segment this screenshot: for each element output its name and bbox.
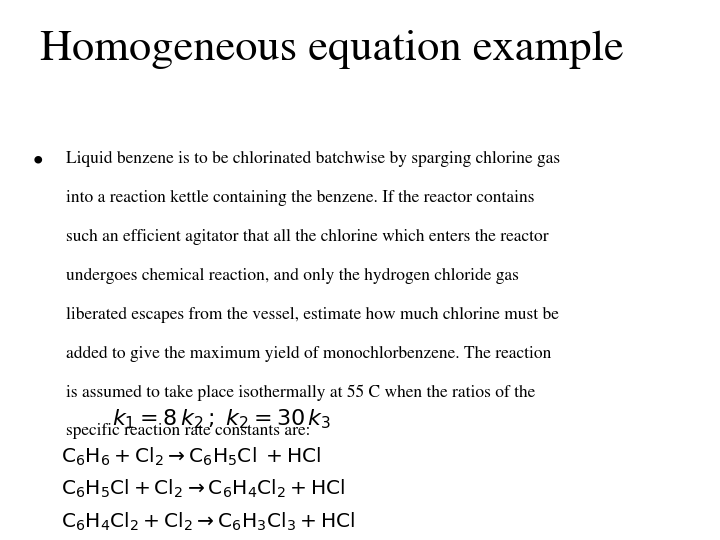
Text: Liquid benzene is to be chlorinated batchwise by sparging chlorine gas: Liquid benzene is to be chlorinated batc… bbox=[66, 151, 560, 167]
Text: such an efficient agitator that all the chlorine which enters the reactor: such an efficient agitator that all the … bbox=[66, 229, 549, 245]
Text: is assumed to take place isothermally at 55 C when the ratios of the: is assumed to take place isothermally at… bbox=[66, 384, 536, 401]
Text: specific reaction rate constants are:: specific reaction rate constants are: bbox=[66, 423, 310, 440]
Text: $\mathrm{C_6H_6+Cl_2 \rightarrow C_6H_5Cl\;+HCl}$: $\mathrm{C_6H_6+Cl_2 \rightarrow C_6H_5C… bbox=[61, 446, 322, 468]
Text: undergoes chemical reaction, and only the hydrogen chloride gas: undergoes chemical reaction, and only th… bbox=[66, 268, 519, 284]
Text: added to give the maximum yield of monochlorbenzene. The reaction: added to give the maximum yield of monoc… bbox=[66, 346, 552, 362]
Text: Homogeneous equation example: Homogeneous equation example bbox=[40, 30, 624, 69]
Text: $k_1 = 8\,k_2\,;\;k_2 = 30\,k_3$: $k_1 = 8\,k_2\,;\;k_2 = 30\,k_3$ bbox=[112, 408, 331, 431]
Text: into a reaction kettle containing the benzene. If the reactor contains: into a reaction kettle containing the be… bbox=[66, 190, 535, 206]
Text: •: • bbox=[32, 151, 43, 168]
Text: liberated escapes from the vessel, estimate how much chlorine must be: liberated escapes from the vessel, estim… bbox=[66, 307, 559, 323]
Text: $\mathrm{C_6H_5Cl+Cl_2 \rightarrow C_6H_4Cl_2 + HCl}$: $\mathrm{C_6H_5Cl+Cl_2 \rightarrow C_6H_… bbox=[61, 478, 346, 500]
Text: $\mathrm{C_6H_4Cl_2 + Cl_2 \rightarrow C_6H_3Cl_3 + HCl}$: $\mathrm{C_6H_4Cl_2 + Cl_2 \rightarrow C… bbox=[61, 510, 356, 532]
